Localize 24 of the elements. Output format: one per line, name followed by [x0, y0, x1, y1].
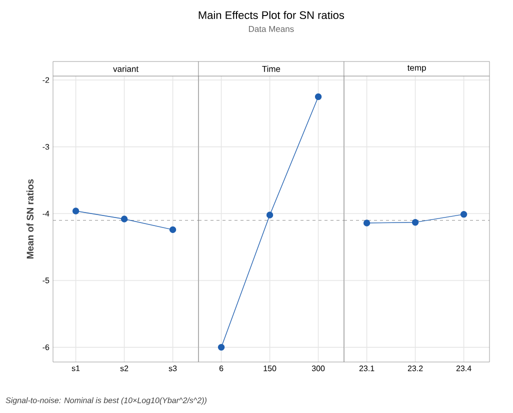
- x-axis-title: Time: [262, 66, 280, 72]
- x-axis-title: variant: [113, 66, 138, 72]
- x-tick-label: s2: [120, 366, 128, 372]
- chart-title: Main Effects Plot for SN ratios: [198, 10, 344, 20]
- y-axis-title: Mean of SN ratios: [26, 179, 34, 258]
- y-tick-label: -2: [42, 77, 50, 83]
- y-tick-label: -5: [42, 278, 50, 284]
- x-tick-label: 23.4: [456, 366, 472, 372]
- x-tick-label: 23.2: [408, 366, 423, 372]
- x-tick-label: s3: [168, 366, 177, 372]
- x-tick-label: 6: [219, 366, 224, 372]
- x-axis-title: temp: [407, 65, 426, 72]
- point: [169, 226, 176, 234]
- point: [72, 208, 80, 214]
- x-tick-label: 23.1: [359, 366, 374, 372]
- x-tick-label: s1: [72, 366, 80, 372]
- y-tick-label: -3: [42, 144, 50, 150]
- chart-subtitle: Data Means: [248, 26, 294, 32]
- text: Signal-to-noise: Nominal is best (10×Log10(Ybar^2/s^2)): [6, 397, 206, 405]
- y-tick-label: -6: [42, 344, 50, 350]
- point: [120, 216, 128, 222]
- x-tick-label: 150: [264, 366, 276, 372]
- x-tick-label: 300: [312, 366, 325, 372]
- y-tick-label: -4: [42, 210, 50, 216]
